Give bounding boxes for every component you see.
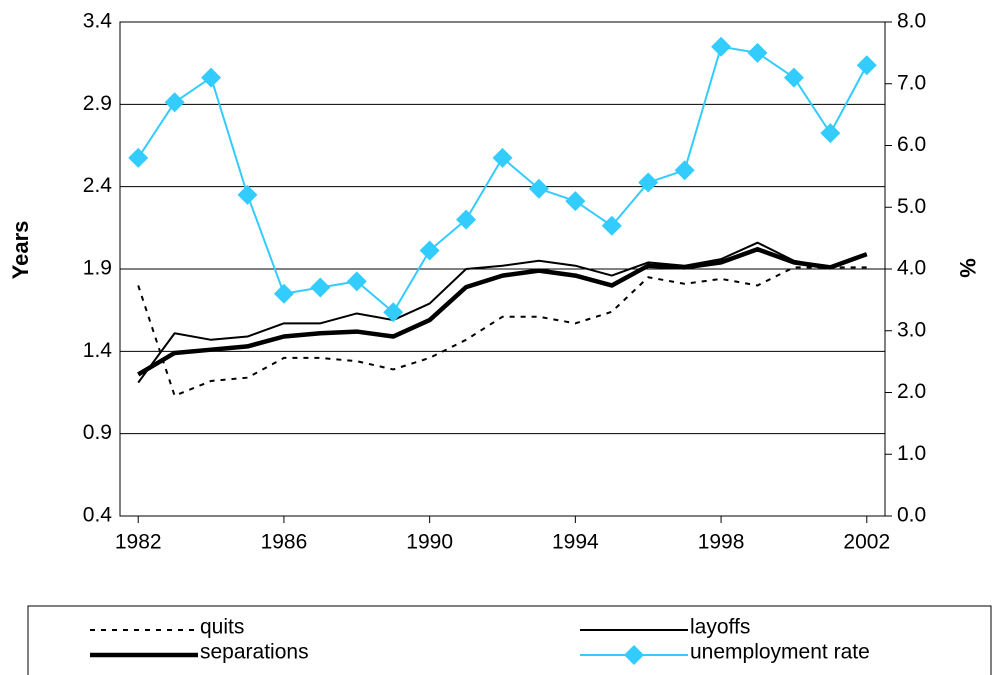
legend-marker	[624, 645, 644, 665]
y-tick-label: 2.9	[83, 92, 112, 115]
x-tick-label: 1994	[552, 531, 599, 554]
y2-tick-label: 5.0	[897, 195, 926, 218]
marker	[164, 92, 185, 113]
marker	[747, 42, 768, 63]
legend-box	[27, 605, 992, 675]
marker	[237, 184, 258, 205]
marker	[310, 277, 331, 298]
series-line	[137, 266, 867, 397]
marker	[419, 240, 440, 261]
series-line	[137, 246, 868, 377]
marker	[492, 147, 513, 168]
marker	[565, 191, 586, 212]
marker	[201, 67, 222, 88]
marker	[273, 283, 294, 304]
y2-tick-label: 6.0	[897, 133, 926, 156]
y-tick-label: 2.4	[83, 174, 113, 197]
series-line	[137, 241, 868, 384]
y2-tick-label: 3.0	[897, 318, 926, 341]
marker	[456, 209, 477, 230]
legend-label: separations	[200, 641, 309, 664]
legend-label: layoffs	[690, 616, 750, 639]
y-tick-label: 0.9	[83, 421, 112, 444]
y2-tick-label: 7.0	[897, 71, 926, 94]
marker	[528, 178, 549, 199]
x-tick-label: 1986	[261, 531, 308, 554]
y-tick-label: 3.4	[83, 10, 113, 33]
legend-label: unemployment rate	[690, 641, 870, 664]
legend-label: quits	[200, 616, 244, 639]
y2-axis-title: %	[955, 258, 980, 278]
series-line	[137, 45, 868, 314]
marker	[383, 302, 404, 323]
marker	[128, 147, 149, 168]
marker	[638, 172, 659, 193]
y2-tick-label: 2.0	[897, 380, 926, 403]
x-tick-label: 2002	[843, 531, 890, 554]
y-tick-label: 1.4	[83, 339, 113, 362]
y2-tick-label: 4.0	[897, 257, 926, 280]
marker	[601, 215, 622, 236]
y-tick-label: 1.9	[83, 257, 112, 280]
marker	[711, 36, 732, 57]
y-axis-title: Years	[8, 221, 33, 280]
y2-tick-label: 8.0	[897, 10, 926, 33]
marker	[856, 55, 877, 76]
x-tick-label: 1982	[115, 531, 162, 554]
y2-tick-label: 0.0	[897, 504, 926, 527]
plot-frame	[119, 21, 886, 517]
marker	[820, 123, 841, 144]
y2-tick-label: 1.0	[897, 442, 926, 465]
marker	[346, 271, 367, 292]
marker	[783, 67, 804, 88]
x-tick-label: 1998	[698, 531, 745, 554]
x-tick-label: 1990	[406, 531, 453, 554]
y-tick-label: 0.4	[83, 504, 113, 527]
marker	[674, 160, 695, 181]
